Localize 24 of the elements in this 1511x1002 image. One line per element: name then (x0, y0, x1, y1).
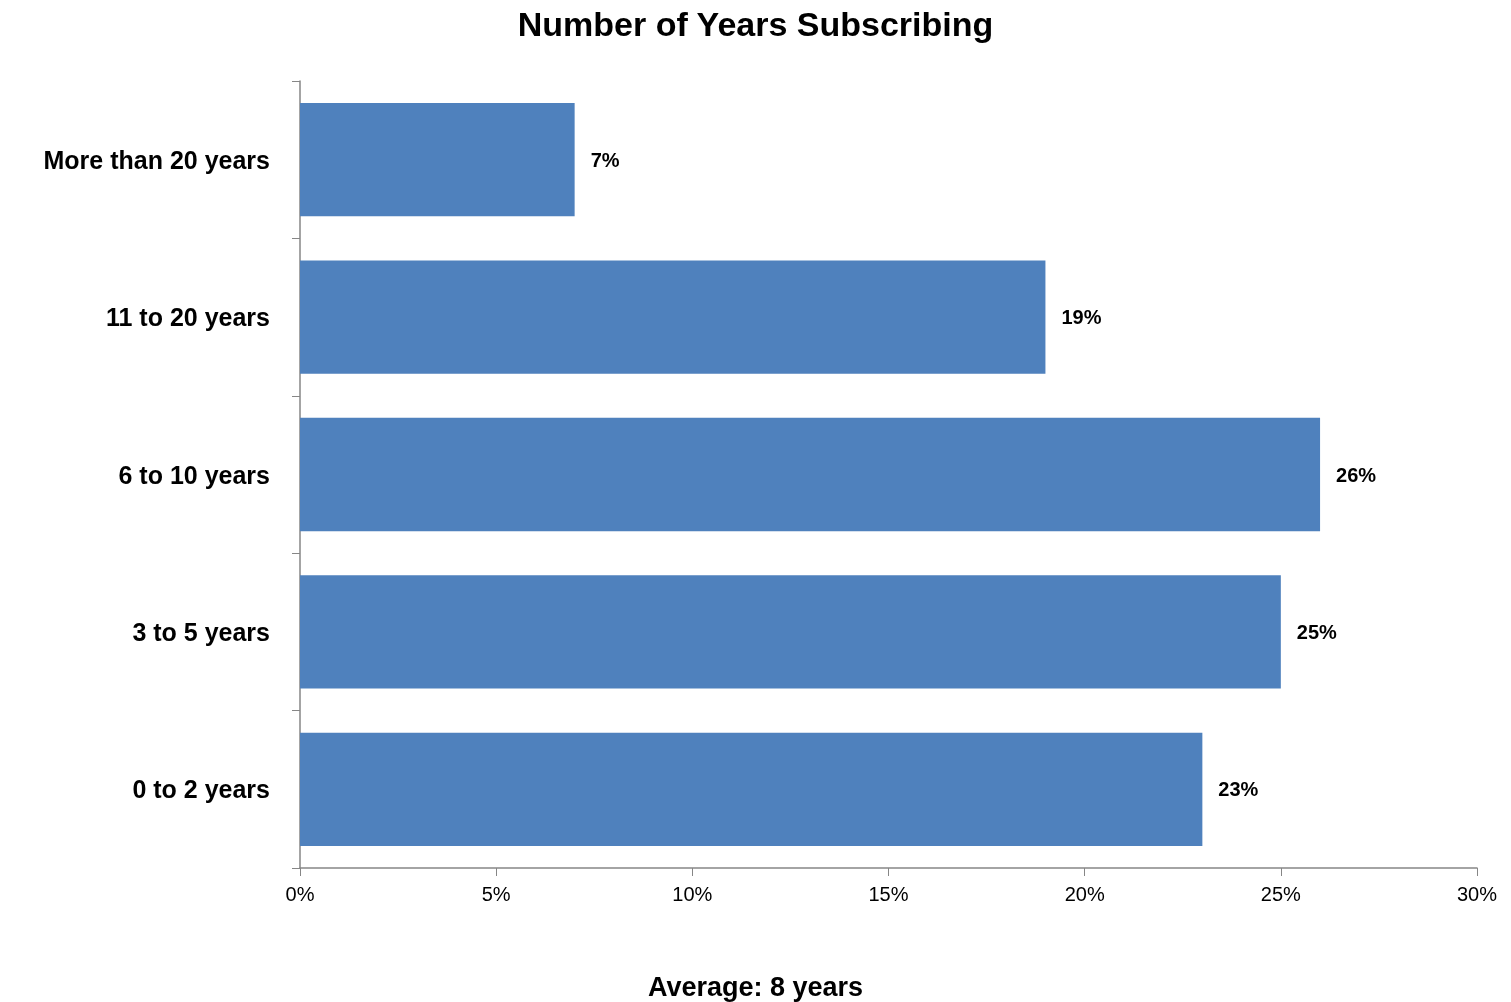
bar (300, 260, 1046, 374)
bar (300, 417, 1321, 532)
y-tick-label: 3 to 5 years (132, 617, 270, 646)
x-tick-label: 5% (481, 883, 511, 905)
x-tick-label: 10% (672, 883, 713, 905)
x-tick-label: 25% (1260, 883, 1302, 905)
data-label: 25% (1296, 620, 1338, 643)
text: Average: 8 years (647, 971, 864, 1002)
data-label: 23% (1218, 778, 1259, 801)
data-label: 26% (1336, 463, 1377, 486)
bar (300, 732, 1203, 846)
chart-title: Number of Years Subscribing (517, 5, 994, 43)
x-tick-label: 0% (285, 883, 315, 905)
y-tick-label: 0 to 2 years (132, 775, 270, 804)
y-tick-label: More than 20 years (43, 145, 270, 174)
y-tick-label: 11 to 20 years (105, 303, 270, 332)
y-tick-label: 6 to 10 years (118, 460, 270, 489)
x-tick-label: 15% (868, 883, 909, 905)
bar (300, 575, 1281, 689)
bar (300, 103, 575, 217)
x-tick-label: 20% (1064, 883, 1105, 905)
data-label: 19% (1061, 306, 1102, 329)
x-tick-label: 30% (1456, 883, 1498, 905)
data-label: 7% (590, 148, 620, 171)
